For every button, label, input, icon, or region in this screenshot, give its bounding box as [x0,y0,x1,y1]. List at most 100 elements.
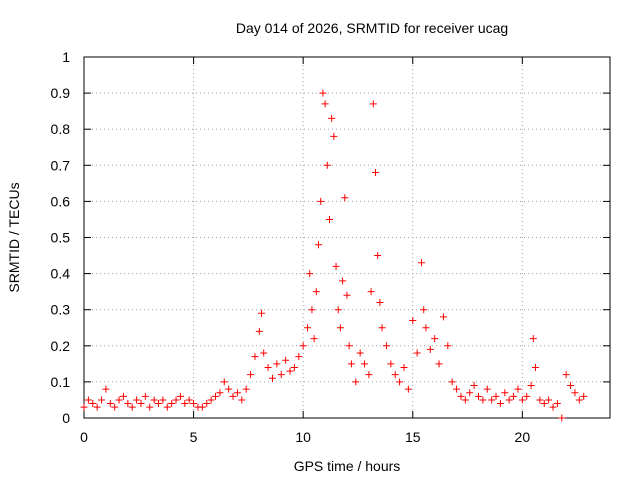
data-point [128,403,136,411]
data-point [378,324,386,332]
data-point [124,400,132,408]
data-point [163,403,171,411]
data-point [115,396,123,404]
data-point [558,414,566,422]
data-point [212,392,219,400]
data-point [396,378,404,386]
data-point [514,385,522,393]
data-point [400,363,408,371]
data-point [571,389,579,397]
data-point [334,306,342,314]
data-point [80,403,88,411]
x-tick-label: 0 [80,429,88,445]
data-point [540,400,548,408]
data-point [321,100,329,108]
data-point [545,396,553,404]
data-point [155,400,163,408]
label-layer: 0 5 10 15 20 0 0.1 0.2 0.3 0.4 0.5 0.6 0.7 0.8 0.9 1 [51,49,531,445]
data-point [435,360,443,368]
data-point [549,403,557,411]
data-point [347,360,355,368]
data-point [496,400,504,408]
data-point [479,396,487,404]
data-point [255,327,263,335]
data-point [567,382,575,390]
data-point [365,371,373,379]
data-point [273,360,281,368]
y-tick-label: 0.8 [51,121,71,137]
data-point [176,392,184,400]
data-point [306,270,314,278]
data-point [233,389,241,397]
data-point [106,400,114,408]
y-tick-label: 0.7 [51,157,71,173]
data-point [391,371,399,379]
data-point [457,392,465,400]
data-point [111,403,119,411]
data-point [343,291,351,299]
data-point [185,396,193,404]
data-point [444,342,452,350]
data-point [286,367,294,375]
data-point [203,400,211,408]
data-point [404,385,412,393]
data-point [376,298,384,306]
data-point [409,317,417,325]
data-point [420,306,428,314]
data-point [141,392,149,400]
data-point [387,360,395,368]
data-point [453,385,461,393]
data-point [102,385,110,393]
data-point [439,313,447,321]
data-point [501,389,509,397]
data-point [258,309,266,317]
data-point [466,389,474,397]
data-point [369,100,377,108]
data-point [510,392,518,400]
data-point [345,342,353,350]
data-point [268,374,276,382]
data-point [277,371,285,379]
tick-layer [83,56,610,419]
data-point [315,241,323,249]
data-point [181,400,189,408]
y-tick-label: 0.1 [51,374,71,390]
data-point [137,400,145,408]
y-tick-label: 0.4 [51,266,71,282]
data-point [531,363,539,371]
x-axis-title: GPS time / hours [294,458,401,474]
data-point [290,363,298,371]
data-point [529,335,537,343]
x-tick-label: 20 [515,429,531,445]
data-point [323,161,331,169]
data-point [260,349,268,357]
data-point [562,371,570,379]
data-point [98,396,106,404]
data-point [299,342,307,350]
data-point [488,396,496,404]
data-point [146,403,154,411]
data-point [264,363,272,371]
data-point [93,403,101,411]
data-point [475,392,482,400]
data-point [413,349,421,357]
data-point [553,400,561,408]
data-point [159,396,167,404]
data-point [448,378,456,386]
data-point [310,335,318,343]
data-point [336,324,344,332]
data-point [374,252,382,260]
data-point [575,396,583,404]
data-point [426,345,434,353]
y-tick-label: 0.5 [51,230,71,246]
data-point [523,392,531,400]
data-point [317,197,325,205]
data-point [339,277,347,285]
x-tick-label: 15 [405,429,421,445]
x-tick-label: 10 [295,429,311,445]
data-point [505,396,513,404]
data-point [216,389,224,397]
data-point [361,360,369,368]
